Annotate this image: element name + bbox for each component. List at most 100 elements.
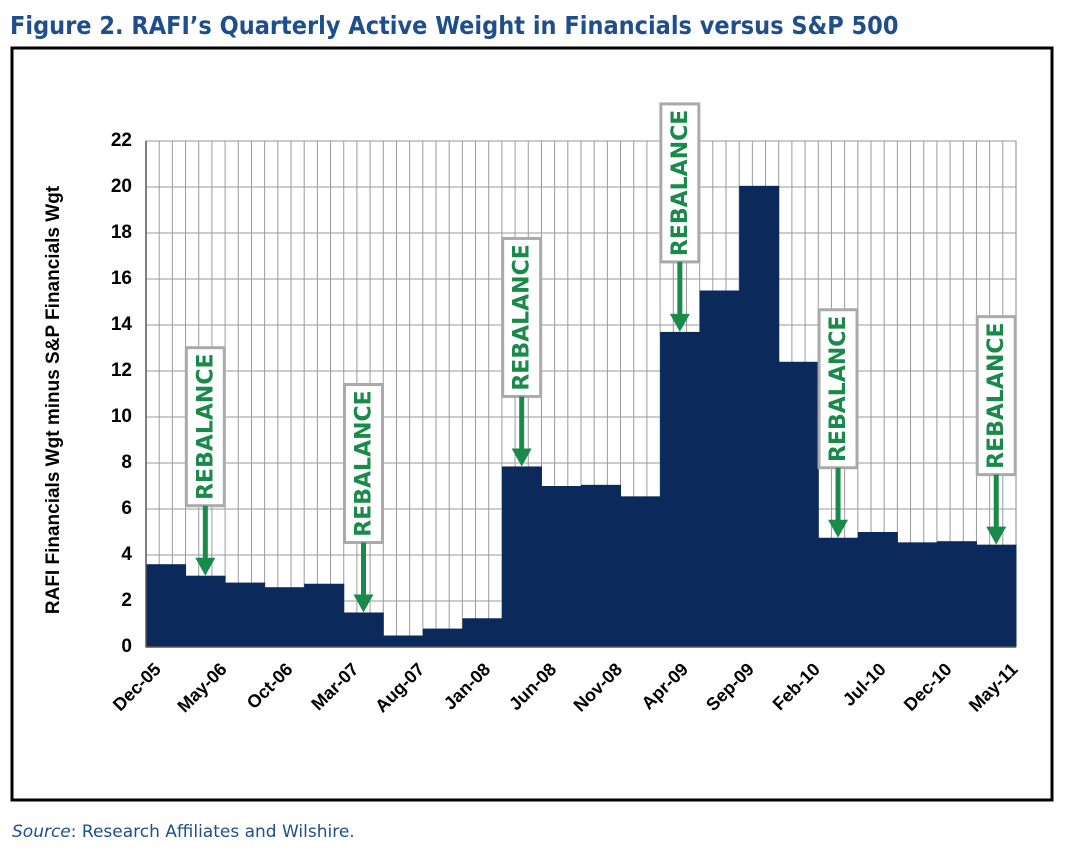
area-step	[620, 496, 635, 647]
annotation-box	[817, 308, 859, 470]
x-tick-label: Jul-10	[839, 659, 890, 710]
annotation-text: REBALANCE	[193, 353, 218, 499]
area-step	[541, 486, 556, 647]
area-step	[910, 542, 925, 647]
y-tick-label: 10	[111, 406, 132, 427]
annotation-box	[659, 102, 701, 264]
y-tick-label: 0	[121, 636, 132, 657]
x-tick-label: Sep-09	[702, 659, 758, 715]
area-step	[396, 635, 411, 647]
annotation-text: REBALANCE	[984, 322, 1009, 468]
area-step	[726, 290, 740, 647]
area-step	[871, 532, 885, 647]
area-step	[581, 484, 595, 647]
x-tick-label: Jan-08	[440, 659, 494, 713]
area-step	[607, 484, 622, 647]
area-step	[488, 618, 503, 647]
annotation-text: REBALANCE	[510, 244, 535, 390]
area-step	[923, 542, 938, 647]
area-step	[884, 532, 898, 647]
area-step	[989, 544, 1004, 647]
area-step	[791, 361, 806, 647]
annotation-arrow-head	[511, 448, 532, 467]
area-step	[317, 583, 332, 647]
area-step	[1002, 544, 1017, 647]
area-step	[673, 331, 687, 647]
area-step	[211, 575, 226, 647]
chart-frame	[10, 46, 1054, 802]
area-step	[646, 496, 661, 647]
area-step	[633, 496, 648, 647]
area-step	[198, 575, 213, 647]
annotation-arrow-head	[986, 526, 1007, 545]
x-tick-label: May-11	[965, 659, 1022, 716]
area-step	[805, 361, 819, 647]
area-step	[528, 466, 542, 647]
chart-title: Figure 2. RAFI’s Quarterly Active Weight…	[10, 11, 898, 40]
x-tick-label: Jun-08	[505, 659, 560, 714]
area-step	[304, 583, 318, 647]
area-step	[409, 635, 424, 647]
area-step	[818, 537, 832, 647]
annotation-arrow-head	[195, 557, 216, 576]
area-step	[752, 185, 767, 647]
source: Source: Research Affiliates and Wilshire…	[12, 822, 355, 842]
area-step	[594, 484, 608, 647]
y-tick-label: 12	[111, 360, 132, 381]
area-step	[159, 564, 173, 647]
annotation-text: REBALANCE	[668, 110, 693, 256]
x-tick-label: Mar-07	[307, 659, 362, 714]
area-step	[778, 361, 793, 647]
annotation-arrow-head	[669, 313, 690, 332]
area-step	[897, 542, 912, 647]
area-step	[462, 618, 477, 647]
area-step	[554, 486, 569, 647]
area-step	[963, 541, 977, 647]
x-tick-label: Nov-08	[570, 659, 627, 716]
area-step	[251, 582, 266, 647]
area-step	[172, 564, 187, 647]
annotation-arrow-head	[353, 594, 374, 613]
y-tick-label: 14	[111, 314, 133, 335]
x-tick-label: May-06	[173, 659, 230, 716]
annotation-text: REBALANCE	[352, 390, 377, 536]
annotation-box	[343, 383, 384, 544]
area-step	[660, 331, 674, 647]
source-text: : Research Affiliates and Wilshire.	[71, 822, 355, 842]
annotation-text: REBALANCE	[826, 316, 851, 462]
y-tick-label: 6	[121, 498, 132, 519]
area-step	[370, 612, 384, 647]
x-tick-label: Feb-10	[769, 659, 824, 714]
area-step	[844, 537, 859, 647]
area-step	[356, 612, 371, 647]
y-tick-label: 22	[111, 130, 132, 151]
area-step	[146, 564, 160, 647]
area-step	[857, 532, 872, 647]
area-step	[475, 618, 490, 647]
y-tick-label: 20	[111, 176, 132, 197]
area-step	[436, 628, 450, 647]
x-tick-label: Dec-05	[109, 659, 165, 715]
area-step	[383, 635, 397, 647]
area-step	[567, 486, 582, 647]
area-step	[686, 331, 701, 647]
area-step	[449, 628, 463, 647]
area-step	[976, 544, 991, 647]
area-step	[330, 583, 345, 647]
x-tick-label: Apr-09	[638, 659, 692, 713]
y-tick-label: 2	[121, 590, 132, 611]
area-step	[515, 466, 529, 647]
source-label: Source	[12, 822, 71, 842]
y-axis-label: RAFI Financials Wgt minus S&P Financials…	[43, 185, 64, 614]
y-tick-label: 4	[121, 544, 132, 565]
annotation-box	[975, 315, 1017, 477]
area-step	[291, 587, 305, 647]
area-step	[501, 466, 516, 647]
area-step	[712, 290, 727, 647]
x-tick-label: Aug-07	[371, 659, 428, 716]
annotation-arrow-head	[828, 519, 849, 538]
y-tick-label: 16	[111, 268, 132, 289]
area-step	[936, 541, 951, 647]
area-step	[343, 612, 358, 647]
